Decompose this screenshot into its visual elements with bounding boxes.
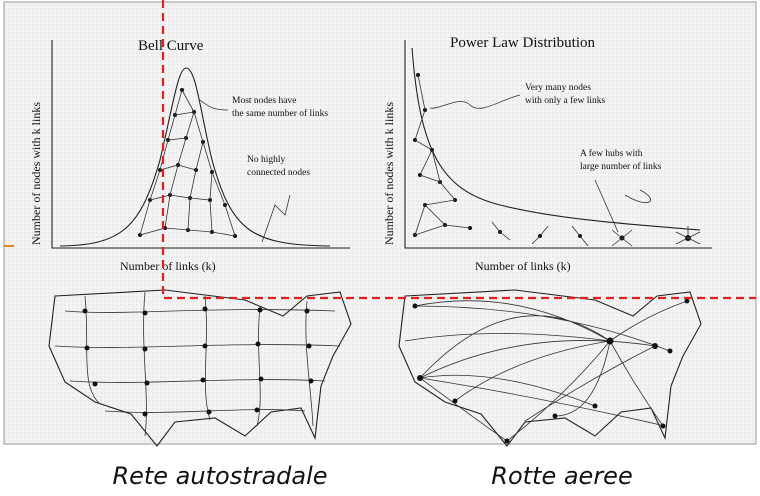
- annotation: Most nodes have: [232, 96, 296, 106]
- y-axis-label: Number of nodes with k links: [29, 102, 43, 245]
- body: Bell Curve Number of nodes with k links …: [0, 0, 760, 496]
- x-axis-label: Number of links (k): [120, 259, 216, 273]
- annotation: No highly: [247, 155, 286, 165]
- x-axis-label: Number of links (k): [475, 259, 571, 273]
- caption: Rotte aeree: [491, 462, 632, 490]
- annotation: the same number of links: [232, 108, 328, 119]
- figure-frame: [4, 2, 756, 444]
- caption: Rete autostradale: [112, 462, 327, 490]
- panel-title: Power Law Distribution: [450, 35, 595, 51]
- y-axis-label: Number of nodes with k links: [382, 102, 396, 245]
- figure: Bell Curve Number of nodes with k links …: [0, 0, 760, 496]
- annotation: A few hubs with: [580, 148, 643, 159]
- annotation: connected nodes: [247, 168, 310, 178]
- page: Network figure {"panels": [ {"title": "B…: [0, 0, 760, 496]
- annotation: large number of links: [580, 161, 662, 172]
- panel-title: Bell Curve: [138, 38, 204, 54]
- annotation: with only a few links: [525, 95, 606, 106]
- annotation: Very many nodes: [525, 83, 591, 93]
